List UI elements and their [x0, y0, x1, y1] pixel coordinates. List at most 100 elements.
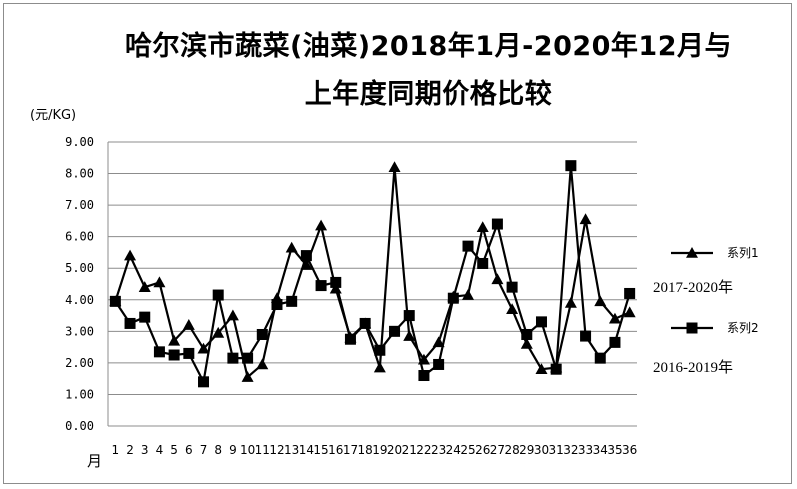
series-2-point	[315, 280, 327, 292]
series-2-point	[491, 218, 503, 230]
series-1-point	[285, 241, 298, 253]
x-tick-label: 11	[255, 443, 270, 457]
y-tick-label: 1.00	[65, 387, 94, 401]
series-1-point	[564, 296, 577, 308]
x-tick-label: 10	[240, 443, 255, 457]
y-tick-label: 4.00	[65, 293, 94, 307]
series-1-point	[153, 276, 166, 288]
series-2-point	[139, 311, 151, 323]
series-line-1	[114, 167, 631, 380]
x-tick-label: 7	[200, 443, 208, 457]
chart-title-line1: 哈尔滨市蔬菜(油菜)2018年1月-2020年12月与	[124, 31, 733, 62]
series-1-point	[226, 309, 239, 321]
series-1-point	[197, 342, 210, 354]
x-tick-label: 16	[328, 443, 343, 457]
legend-marker-1	[686, 247, 698, 258]
x-tick-label: 21	[402, 443, 417, 457]
legend-label-2: 系列2	[727, 321, 759, 335]
x-tick-label: 32	[563, 443, 578, 457]
series-2-point	[609, 336, 621, 348]
x-tick-label: 31	[549, 443, 564, 457]
series-2-point	[183, 347, 195, 359]
series-2-point	[198, 376, 210, 388]
series-1-point	[520, 337, 533, 349]
series1-period-note: 2017-2020年	[653, 279, 733, 296]
series-1-point	[491, 273, 504, 285]
y-tick-label: 2.00	[65, 356, 94, 370]
x-tick-label: 17	[343, 443, 358, 457]
x-tick-label: 2	[126, 443, 134, 457]
x-tick-label: 12	[269, 443, 284, 457]
chart-frame	[3, 3, 792, 484]
series-2-point	[124, 317, 136, 329]
x-tick-label: 3	[141, 443, 149, 457]
x-tick-label: 28	[504, 443, 519, 457]
series-1-point	[403, 330, 416, 341]
x-tick-label: 24	[446, 443, 461, 457]
x-tick-label: 36	[622, 443, 637, 457]
chart-title-line2: 上年度同期价格比较	[304, 79, 553, 110]
x-tick-label: 18	[358, 443, 373, 457]
series-2-point	[168, 349, 180, 361]
x-tick-label: 34	[593, 443, 608, 457]
series-1-point	[608, 312, 621, 324]
x-tick-label: 30	[534, 443, 549, 457]
x-tick-label: 26	[475, 443, 490, 457]
series-2-point	[109, 295, 121, 307]
x-tick-label: 1	[112, 443, 120, 457]
series-2-point	[477, 257, 489, 269]
y-tick-label: 7.00	[65, 198, 94, 212]
x-tick-label: 14	[299, 443, 314, 457]
x-tick-label: 8	[214, 443, 222, 457]
series-2-point	[535, 316, 547, 328]
series-1-point	[388, 161, 401, 173]
series-1-point	[594, 295, 607, 307]
x-tick-label: 19	[372, 443, 387, 457]
series-2-point	[565, 160, 577, 172]
y-axis-unit-label: (元/KG)	[30, 108, 77, 123]
series-1-point	[506, 303, 519, 315]
y-tick-label: 9.00	[65, 135, 94, 149]
x-tick-label: 27	[490, 443, 505, 457]
series-2-point	[242, 352, 254, 364]
legend-label-1: 系列1	[727, 246, 759, 260]
series-1-point	[212, 326, 225, 338]
series-2-point	[521, 328, 533, 340]
y-tick-label: 6.00	[65, 230, 94, 244]
series-2-point	[359, 317, 371, 329]
series-2-point	[403, 310, 415, 322]
series-1-point	[623, 306, 636, 318]
x-tick-label: 25	[460, 443, 475, 457]
legend-marker-2	[686, 322, 698, 334]
series-2-point	[330, 276, 342, 288]
x-tick-label: 29	[519, 443, 534, 457]
series-1-point	[182, 319, 195, 330]
series-2-point	[227, 352, 239, 364]
series-1-point	[432, 336, 445, 348]
x-tick-label: 23	[431, 443, 446, 457]
series-2-point	[344, 333, 356, 345]
series-1-point	[124, 249, 137, 261]
y-tick-label: 8.00	[65, 167, 94, 181]
series-1-point	[241, 371, 254, 382]
x-tick-label: 5	[170, 443, 178, 457]
x-tick-label: 9	[229, 443, 237, 457]
x-axis-unit-label: 月	[87, 452, 103, 470]
series-1-point	[138, 281, 151, 292]
series-2-point	[580, 330, 592, 342]
y-tick-label: 3.00	[65, 324, 94, 338]
series-1-point	[315, 219, 328, 231]
x-tick-label: 20	[387, 443, 402, 457]
series-1-point	[168, 334, 181, 346]
series-2-point	[286, 295, 298, 307]
series-2-point	[462, 240, 474, 252]
series-2-point	[374, 344, 386, 356]
x-tick-label: 15	[313, 443, 328, 457]
series2-period-note: 2016-2019年	[653, 359, 733, 376]
series-2-point	[256, 328, 268, 340]
series-2-point	[550, 363, 562, 375]
series-2-point	[271, 299, 283, 311]
series-2-point	[433, 358, 445, 370]
x-tick-label: 33	[578, 443, 593, 457]
